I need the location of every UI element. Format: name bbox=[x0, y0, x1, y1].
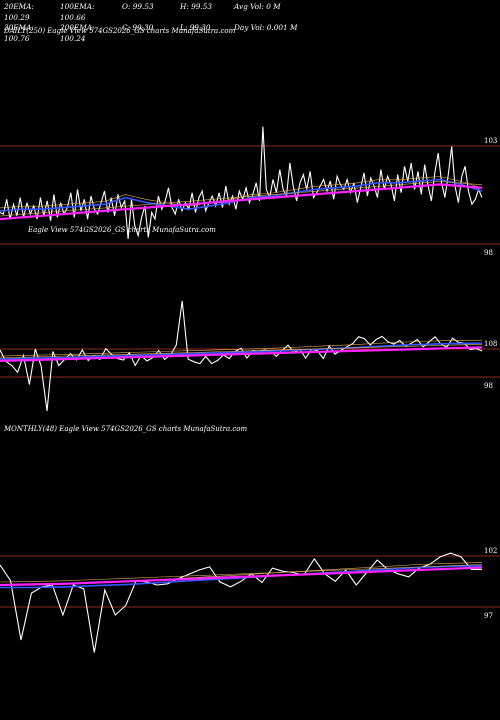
ema20-value: 20EMA: 100.29 bbox=[4, 2, 34, 22]
daily-ema_slow-line bbox=[0, 183, 483, 221]
daily-tick-label: 103 bbox=[484, 137, 497, 145]
monthly-ema_slow-line bbox=[0, 566, 483, 587]
monthly-ema_slow-band bbox=[0, 564, 483, 583]
daily-ema_slow-band bbox=[0, 181, 483, 217]
monthly-chart-caption: MONTHLY(48) Eagle View 574GS2026_GS char… bbox=[4, 425, 248, 433]
intermediate-ema_slow-line bbox=[0, 346, 483, 362]
intermediate-ema_slow-band bbox=[0, 344, 483, 359]
intermediate-tick-label: 98 bbox=[484, 382, 493, 390]
day-volume-value: Day Vol: 0.001 M bbox=[234, 23, 298, 32]
intermediate-ema_fast-line bbox=[0, 342, 483, 360]
monthly-tick-label: 97 bbox=[484, 612, 493, 620]
monthly-price-line bbox=[0, 552, 482, 653]
daily-watermark: Eagle View 574GS2026_GS charts MunafaSut… bbox=[27, 226, 216, 234]
ema30-value: 30EMA: 100.76 bbox=[4, 23, 34, 43]
monthly-tick-label: 102 bbox=[484, 547, 497, 555]
ema100-value: 100EMA: 100.66 bbox=[60, 2, 95, 22]
high-value: H: 99.53 bbox=[180, 2, 213, 11]
avg-volume-value: Avg Vol: 0 M bbox=[234, 2, 281, 11]
indicator-stats: 20EMA: 100.29 100EMA: 100.66 O: 99.53 H:… bbox=[4, 2, 496, 44]
ema200-value: 200EMA: 100.24 bbox=[60, 23, 95, 43]
intermediate-tick-label: 108 bbox=[484, 340, 497, 348]
intermediate-ema_fast-band bbox=[0, 339, 483, 357]
open-value: O: 99.53 bbox=[122, 2, 154, 11]
close-value: C: 99.30 bbox=[122, 23, 154, 32]
daily-price-line bbox=[0, 126, 483, 239]
daily-tick-label: 98 bbox=[484, 249, 493, 257]
low-value: L: 99.30 bbox=[180, 23, 211, 32]
daily-chart-caption: DAILY(250) Eagle View 574GS2026_GS chart… bbox=[4, 27, 236, 35]
